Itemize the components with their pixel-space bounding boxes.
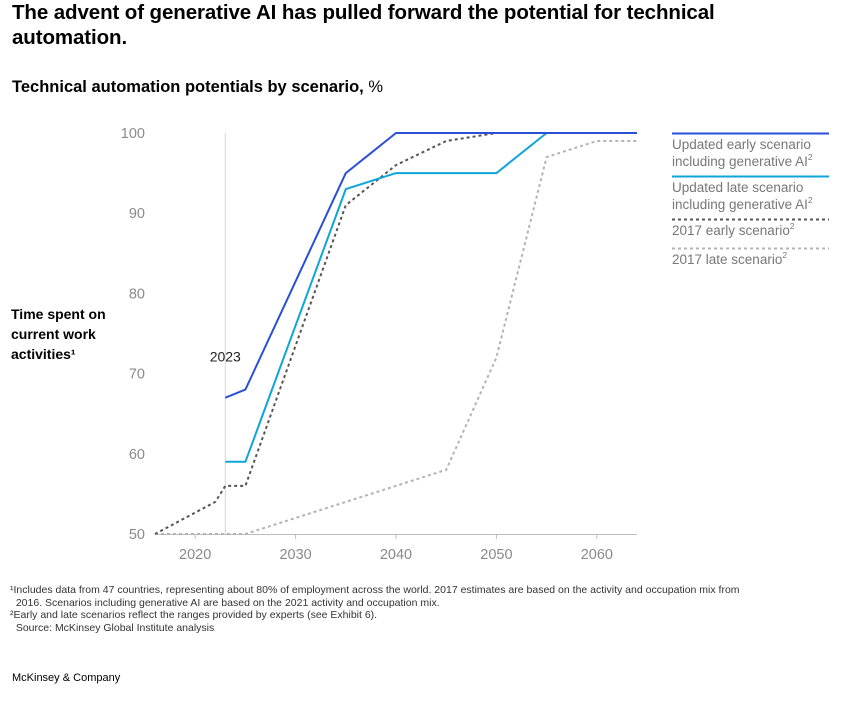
legend-label: including generative AI2	[672, 195, 813, 212]
year-annotation: 2023	[210, 133, 241, 534]
y-axis-label: Time spent on current work activities¹	[11, 306, 106, 362]
footnote-2: ²Early and late scenarios reflect the ra…	[10, 609, 378, 622]
x-tick-label: 2040	[380, 547, 412, 563]
legend-label: 2017 early scenario2	[672, 221, 795, 238]
chart-title: The advent of generative AI has pulled f…	[12, 1, 715, 49]
y-tick-label: 90	[129, 206, 145, 222]
y-axis-ticks: 50 60 70 80 90 100	[121, 126, 145, 543]
series-line-1	[224, 132, 637, 399]
y-tick-label: 60	[129, 447, 145, 463]
series-line-3	[154, 132, 637, 535]
y-tick-label: 50	[129, 527, 145, 543]
legend-label: including generative AI2	[672, 152, 813, 169]
legend-label: Updated late scenario	[672, 180, 803, 195]
annotation-label: 2023	[210, 349, 241, 365]
brand-logo-text: McKinsey & Company	[12, 672, 121, 684]
y-tick-label: 100	[121, 126, 145, 142]
footnote-1: ¹Includes data from 47 countries, repres…	[10, 584, 740, 596]
subtitle-text: Technical automation potentials by scena…	[12, 78, 364, 96]
series-lines	[154, 132, 637, 535]
footnote-1-cont: 2016. Scenarios including generative AI …	[10, 596, 440, 609]
legend-label: Updated early scenario	[672, 137, 811, 152]
x-tick-label: 2030	[279, 547, 311, 563]
footnotes: ¹Includes data from 47 countries, repres…	[10, 584, 840, 634]
y-tick-label: 80	[129, 286, 145, 302]
subtitle-unit: %	[368, 78, 384, 96]
chart-subtitle: Technical automation potentials by scena…	[12, 78, 383, 97]
x-tick-label: 2060	[581, 547, 613, 563]
series-line-4	[155, 140, 637, 535]
source-note: Source: McKinsey Global Institute analys…	[10, 621, 215, 634]
y-tick-label: 70	[129, 367, 145, 383]
x-tick-label: 2050	[480, 547, 512, 563]
legend-label: 2017 late scenario2	[672, 250, 787, 267]
x-axis-ticks: 2020 2030 2040 2050 2060	[155, 534, 637, 563]
x-tick-label: 2020	[179, 547, 211, 563]
